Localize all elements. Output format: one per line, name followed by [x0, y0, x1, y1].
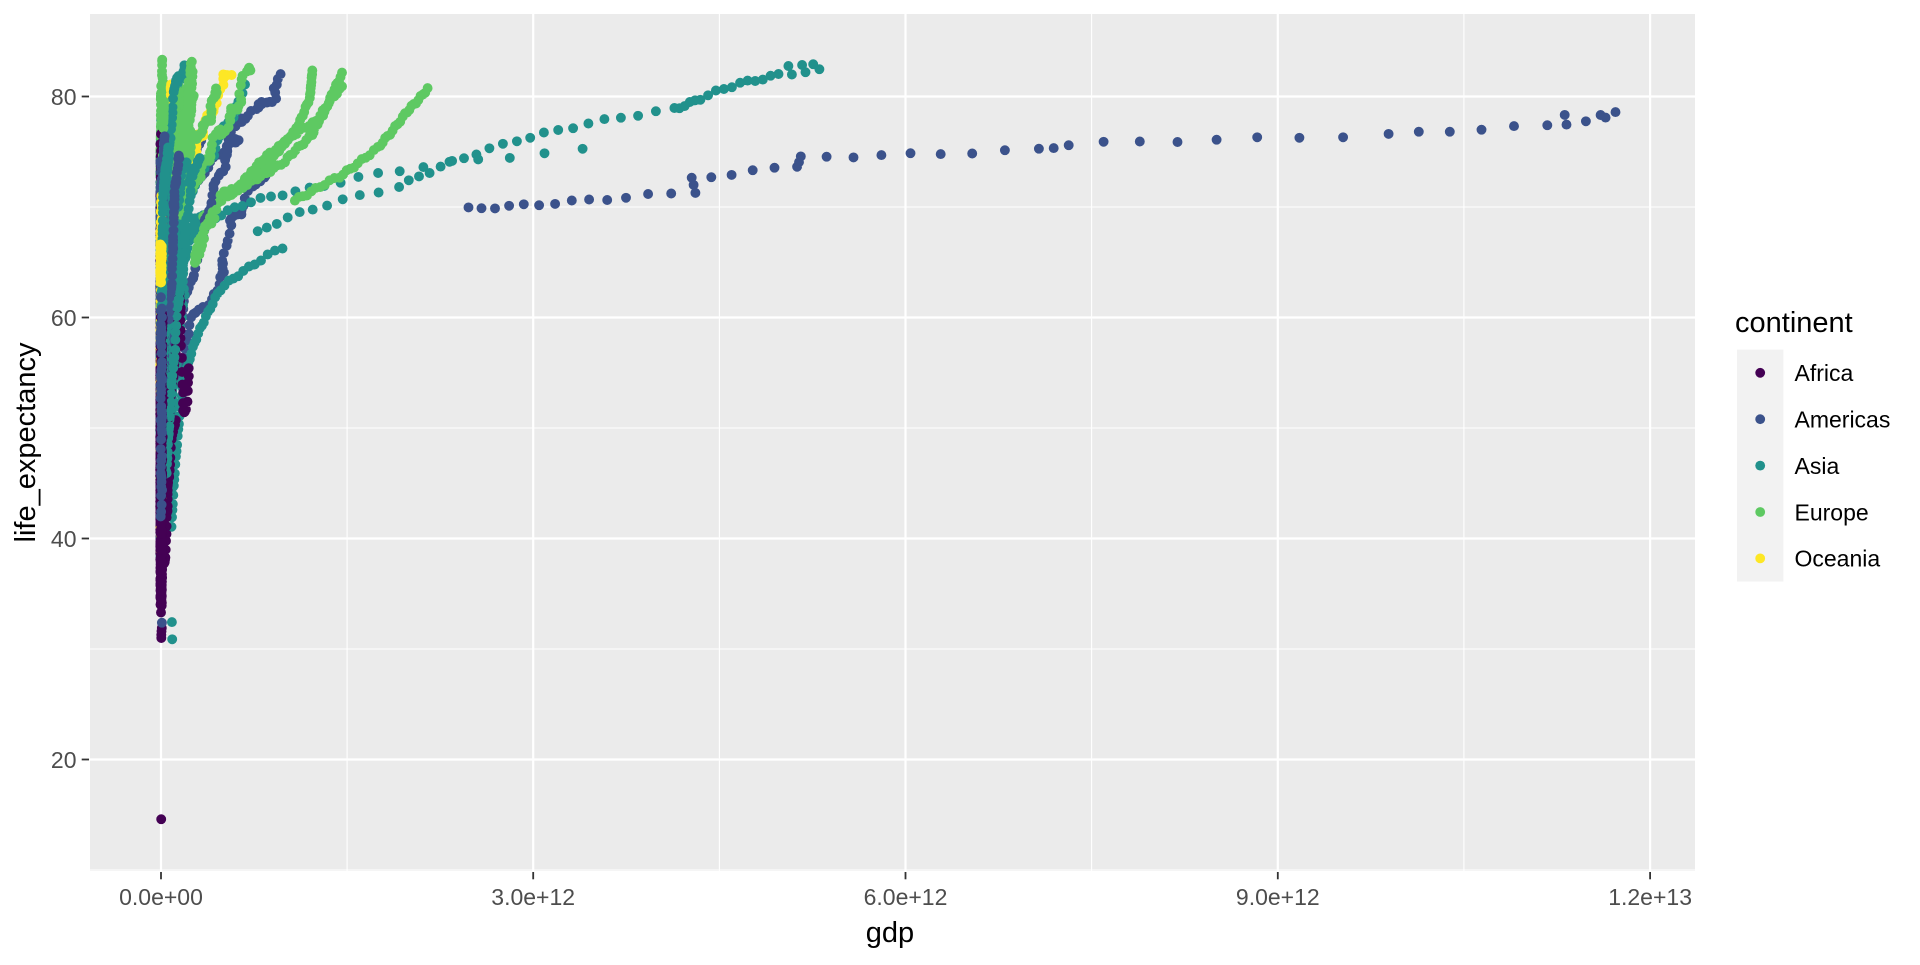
svg-text:Europe: Europe	[1795, 499, 1869, 525]
svg-text:1.2e+13: 1.2e+13	[1608, 884, 1692, 910]
svg-text:9.0e+12: 9.0e+12	[1236, 884, 1320, 910]
svg-text:20: 20	[51, 747, 77, 773]
svg-text:80: 80	[51, 84, 77, 110]
svg-text:6.0e+12: 6.0e+12	[864, 884, 948, 910]
svg-text:life_expectancy: life_expectancy	[10, 342, 42, 542]
svg-text:Africa: Africa	[1795, 360, 1854, 386]
svg-text:Americas: Americas	[1795, 407, 1891, 433]
svg-text:continent: continent	[1735, 307, 1853, 339]
svg-text:3.0e+12: 3.0e+12	[491, 884, 575, 910]
svg-text:Asia: Asia	[1795, 453, 1840, 479]
svg-text:gdp: gdp	[866, 917, 914, 949]
svg-text:0.0e+00: 0.0e+00	[119, 884, 203, 910]
svg-text:60: 60	[51, 305, 77, 331]
svg-text:40: 40	[51, 526, 77, 552]
svg-text:Oceania: Oceania	[1795, 546, 1881, 572]
